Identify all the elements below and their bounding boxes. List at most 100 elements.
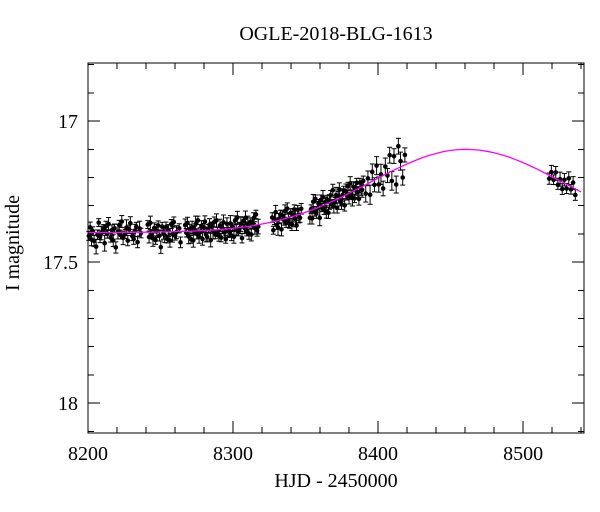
- data-point: [389, 171, 395, 191]
- photometry-point: [131, 236, 136, 242]
- photometry-point: [393, 182, 399, 187]
- data-point: [208, 232, 214, 248]
- photometry-point: [347, 181, 353, 186]
- photometry-point: [359, 187, 365, 193]
- data-point: [367, 184, 373, 205]
- photometry-point: [235, 215, 240, 220]
- x-tick-label: 8200: [68, 443, 108, 465]
- photometry-point: [178, 240, 183, 245]
- photometry-point: [363, 191, 369, 196]
- photometry-point: [119, 219, 125, 224]
- model-curve-group: [88, 148, 582, 234]
- photometry-point: [163, 224, 169, 230]
- data-point: [113, 241, 119, 254]
- data-point: [387, 146, 393, 164]
- photometry-point: [402, 152, 408, 158]
- data-point: [334, 202, 340, 214]
- photometry-point: [389, 178, 395, 184]
- data-point: [317, 209, 323, 227]
- photometry-point: [291, 207, 297, 212]
- photometry-point: [352, 196, 357, 201]
- photometry-point: [112, 225, 117, 231]
- photometry-point: [148, 220, 153, 226]
- x-tick-label: 8400: [358, 443, 398, 465]
- x-tick-label: 8500: [503, 443, 543, 465]
- data-point: [570, 176, 576, 189]
- photometry-point: [275, 225, 281, 230]
- photometry-point: [228, 221, 233, 226]
- photometry-point: [549, 169, 554, 175]
- photometry-point: [279, 227, 284, 232]
- data-point: [395, 137, 401, 155]
- photometry-point: [222, 230, 227, 235]
- photometry-point: [162, 233, 168, 238]
- photometry-point: [380, 186, 386, 191]
- y-tick-label: 18: [58, 393, 78, 415]
- data-point: [133, 221, 139, 232]
- photometry-point: [128, 220, 133, 226]
- photometry-point: [570, 180, 576, 185]
- photometry-point: [284, 206, 290, 211]
- data-point: [178, 236, 184, 249]
- photometry-point: [176, 225, 182, 231]
- data-point: [380, 180, 386, 197]
- data-point: [557, 171, 563, 187]
- data-point: [374, 156, 380, 176]
- photometry-point: [243, 215, 248, 221]
- data-point: [162, 227, 168, 244]
- data-point: [369, 163, 375, 181]
- x-tick-label: 8300: [213, 443, 253, 465]
- photometry-point: [102, 240, 107, 246]
- photometry-point: [297, 215, 303, 221]
- data-point: [297, 212, 303, 223]
- data-point: [135, 235, 141, 249]
- data-point: [391, 148, 397, 164]
- photometry-point: [566, 176, 572, 181]
- data-point: [339, 198, 345, 210]
- photometry-point: [204, 234, 210, 240]
- data-point: [119, 215, 125, 228]
- photometry-point: [360, 178, 366, 184]
- photometry-point: [562, 177, 567, 183]
- data-point: [275, 219, 281, 236]
- axis-ticks: [87, 63, 584, 433]
- y-axis-label: I magnitude: [2, 195, 24, 291]
- photometry-point: [151, 225, 157, 231]
- photometry-point: [193, 221, 198, 227]
- photometry-point: [251, 215, 256, 221]
- photometry-point: [289, 222, 295, 227]
- data-point: [125, 235, 131, 247]
- data-point: [360, 175, 366, 187]
- photometry-point: [342, 203, 348, 208]
- photometry-point: [106, 221, 111, 227]
- photometry-point: [171, 219, 177, 225]
- data-point: [363, 184, 369, 203]
- photometry-point: [383, 164, 388, 169]
- photometry-point: [158, 244, 164, 250]
- photometry-point: [155, 223, 161, 228]
- photometry-point: [133, 224, 139, 229]
- data-point: [231, 229, 237, 244]
- photometry-point: [398, 158, 403, 164]
- photometry-point: [400, 175, 406, 180]
- data-point: [270, 225, 276, 235]
- photometry-point: [391, 153, 397, 159]
- y-tick-label: 17: [58, 111, 78, 133]
- photometry-point: [218, 235, 224, 240]
- photometry-point: [337, 187, 342, 192]
- model-curve: [88, 148, 582, 234]
- photometry-point: [367, 192, 373, 197]
- data-point: [171, 216, 177, 228]
- photometry-point: [239, 235, 245, 241]
- data-point: [402, 147, 408, 163]
- photometry-point: [253, 212, 259, 217]
- photometry-point: [167, 238, 173, 243]
- photometry-point: [313, 196, 318, 202]
- photometry-point: [294, 223, 299, 228]
- photometry-point: [93, 244, 99, 249]
- data-point: [127, 216, 133, 231]
- data-point: [291, 204, 297, 215]
- photometry-point: [138, 230, 144, 236]
